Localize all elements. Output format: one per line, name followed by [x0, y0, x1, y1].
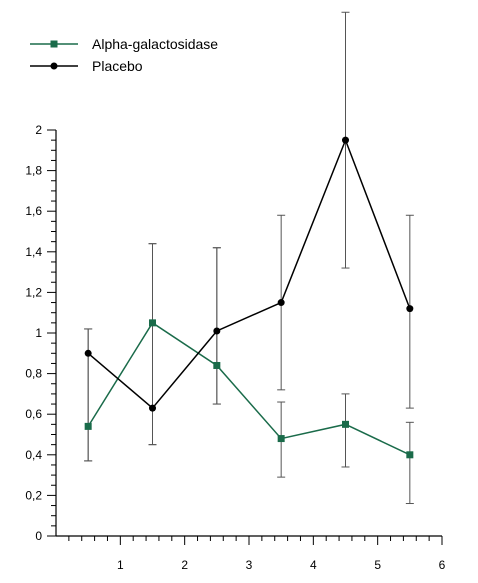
x-tick-label: 2 — [181, 558, 188, 572]
series-lines — [87, 138, 411, 456]
series-line-placebo — [87, 138, 411, 410]
data-point-placebo — [84, 349, 92, 357]
error-bars — [84, 11, 414, 505]
legend-marker-circle — [50, 62, 58, 70]
legend: Alpha-galactosidase Placebo — [30, 36, 218, 74]
legend-label: Alpha-galactosidase — [92, 36, 218, 52]
x-tick-label: 1 — [117, 558, 124, 572]
x-tick-label: 4 — [310, 558, 317, 572]
y-tick-label: 1,2 — [25, 285, 42, 299]
x-tick-label: 3 — [246, 558, 253, 572]
y-tick-label: 1,4 — [25, 245, 42, 259]
y-tick-label: 1,8 — [25, 164, 42, 178]
y-tick-label: 1,6 — [25, 204, 42, 218]
data-point-alpha-galactosidase — [277, 435, 285, 443]
data-point-placebo — [406, 305, 414, 313]
y-tick-label: 2 — [35, 123, 42, 137]
data-point-alpha-galactosidase — [84, 422, 92, 430]
data-point-alpha-galactosidase — [149, 319, 156, 327]
data-point-placebo — [342, 136, 349, 144]
data-point-placebo — [213, 327, 221, 335]
x-tick-label: 6 — [439, 558, 446, 572]
y-tick-label: 0,8 — [25, 367, 42, 381]
series-line-alpha-galactosidase — [87, 321, 411, 456]
y-tick-label: 0,2 — [25, 488, 42, 502]
data-point-alpha-galactosidase — [406, 451, 414, 459]
legend-label: Placebo — [92, 58, 143, 74]
legend-marker-square — [50, 40, 58, 48]
data-points — [84, 136, 414, 459]
y-tick-label: 0,4 — [25, 448, 42, 462]
y-tick-label: 1 — [35, 326, 42, 340]
data-point-placebo — [277, 299, 285, 307]
data-point-alpha-galactosidase — [342, 420, 349, 428]
x-tick-label: 5 — [374, 558, 381, 572]
data-point-placebo — [149, 404, 156, 412]
axes: 0 0,2 0,4 0,6 0,8 1 1,2 1,4 1,6 1,8 2 1 2 3 4 5 6 — [25, 123, 445, 572]
data-point-alpha-galactosidase — [213, 361, 221, 369]
y-tick-label: 0,6 — [25, 407, 42, 421]
y-tick-label: 0 — [35, 529, 42, 543]
